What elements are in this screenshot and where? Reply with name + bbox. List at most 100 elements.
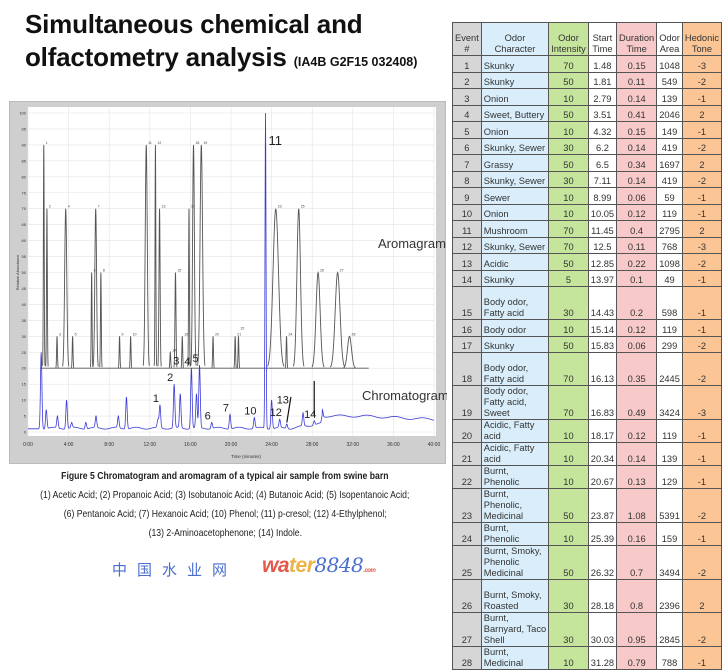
y-axis-label: Relative Abundance — [15, 254, 20, 290]
cell-odor-character: Mushroom — [480, 220, 550, 238]
cell-start-time: 16.83 — [587, 385, 618, 420]
chromatogram-peak-label: 5 — [192, 353, 198, 365]
cell-odor-area: 149 — [656, 121, 683, 139]
header-odor-area: Odor Area — [656, 22, 683, 56]
cell-odor-intensity: 30 — [548, 612, 589, 647]
aromagram-peak-label: 23 — [278, 205, 282, 209]
y-tick-label: 60 — [22, 238, 27, 243]
cell-start-time: 16.13 — [587, 352, 618, 386]
caption-line-2: (6) Pentanoic Acid; (7) Hexanoic Acid; (… — [63, 509, 387, 520]
aromagram-peak-label: 13 — [162, 205, 166, 209]
slide-title: Simultaneous chemical and olfactometry a… — [25, 8, 417, 79]
x-tick-label: 8:00 — [104, 442, 114, 448]
aromagram-peak — [330, 271, 346, 368]
cell-hedonic-tone: 2 — [681, 579, 723, 613]
chromatogram-peak-label: 3 — [173, 355, 179, 367]
y-tick-label: 35 — [22, 318, 27, 323]
cell-odor-character: Grassy — [480, 154, 550, 172]
y-tick-label: 100 — [19, 111, 26, 116]
header-duration-time: Duration Time — [616, 22, 658, 56]
aromagram-peak — [343, 335, 356, 369]
cell-hedonic-tone: -2 — [681, 545, 723, 580]
cell-start-time: 14.43 — [587, 286, 618, 320]
cell-odor-area: 549 — [656, 71, 683, 89]
table-row: 17 Skunky 50 15.83 0.06 299 -2 — [452, 335, 723, 353]
chromatogram-peak-label: 1 — [153, 393, 159, 405]
cell-hedonic-tone: 2 — [681, 220, 723, 238]
cell-odor-character: Skunky, Sewer — [480, 137, 550, 155]
aromagram-peak — [45, 208, 49, 367]
chromatogram-label: Chromatogram — [362, 388, 447, 403]
cell-odor-area: 119 — [656, 203, 683, 221]
cell-odor-intensity: 70 — [548, 352, 589, 386]
plot-background — [28, 107, 436, 436]
cell-start-time: 10.05 — [587, 203, 618, 221]
y-tick-label: 85 — [22, 158, 27, 163]
cell-odor-intensity: 10 — [548, 121, 589, 139]
cell-odor-intensity: 10 — [548, 88, 589, 106]
chromatogram-peak-label: 13 — [277, 394, 289, 406]
chromatogram-peak-label: 4 — [184, 356, 190, 368]
cell-odor-character: Onion — [480, 121, 550, 139]
cell-start-time: 15.83 — [587, 335, 618, 353]
cell-odor-area: 788 — [656, 646, 683, 670]
aromagram-peak-label: 21 — [237, 332, 241, 336]
cell-odor-intensity: 30 — [548, 579, 589, 613]
caption-line-2-row: (6) Pentanoic Acid; (7) Hexanoic Acid; (… — [0, 505, 450, 524]
cell-hedonic-tone: -1 — [681, 522, 723, 546]
cell-start-time: 30.03 — [587, 612, 618, 647]
cell-odor-intensity: 50 — [548, 71, 589, 89]
cell-duration-time: 0.14 — [616, 442, 658, 466]
cell-duration-time: 0.14 — [616, 137, 658, 155]
watermark-logo: water8848.com — [262, 553, 376, 578]
cell-odor-intensity: 50 — [548, 104, 589, 122]
cell-odor-intensity: 10 — [548, 465, 589, 489]
cell-hedonic-tone: 2 — [681, 104, 723, 122]
aromagram-peak — [236, 336, 241, 368]
cell-event-number: 12 — [452, 236, 482, 254]
cell-event-number: 23 — [452, 488, 482, 523]
table-row: 26 Burnt, Smoky, Roasted 30 28.18 0.8 2396 2 — [452, 579, 723, 613]
aromagram-peak — [70, 336, 75, 368]
cell-duration-time: 0.14 — [616, 170, 658, 188]
y-tick-label: 65 — [22, 222, 27, 227]
aromagram-peak — [233, 336, 237, 368]
cell-odor-area: 2845 — [656, 612, 683, 647]
cell-start-time: 12.85 — [587, 253, 618, 271]
aromagram-peak-label: 26 — [320, 269, 324, 273]
cell-odor-character: Body odor, Fatty acid — [480, 352, 550, 386]
cell-start-time: 6.5 — [587, 154, 618, 172]
cell-duration-time: 0.22 — [616, 253, 658, 271]
cell-start-time: 1.81 — [587, 71, 618, 89]
cell-odor-area: 59 — [656, 187, 683, 205]
cell-hedonic-tone: -1 — [681, 286, 723, 320]
aromagram-peak-label: 2 — [49, 205, 51, 209]
chromatogram-peak-label: 10 — [244, 406, 256, 418]
cell-odor-character: Burnt, Phenolic — [480, 522, 550, 546]
table-header-row: Event # Odor Character Odor Intensity Start… — [452, 22, 723, 56]
chromatogram-peak-label: 7 — [223, 402, 229, 414]
cell-event-number: 18 — [452, 352, 482, 386]
cell-start-time: 26.32 — [587, 545, 618, 580]
cell-odor-area: 2396 — [656, 579, 683, 613]
cell-event-number: 4 — [452, 104, 482, 122]
aromagram-peak — [173, 272, 178, 368]
aromagram-peak — [211, 336, 215, 368]
cell-odor-area: 299 — [656, 335, 683, 353]
cell-duration-time: 0.12 — [616, 203, 658, 221]
caption-line-1: (1) Acetic Acid; (2) Propanoic Acid; (3)… — [40, 490, 410, 501]
cell-duration-time: 0.49 — [616, 385, 658, 420]
table-row: 15 Body odor, Fatty acid 30 14.43 0.2 598 -1 — [452, 286, 723, 320]
cell-event-number: 17 — [452, 335, 482, 353]
table-row: 4 Sweet, Buttery 50 3.51 0.41 2046 2 — [452, 104, 723, 122]
cell-start-time: 20.34 — [587, 442, 618, 466]
chromatogram-figure: 0:00 4:00 8:00 12:00 16:00 20:00 24:00 28:00 32:… — [9, 101, 447, 464]
aromagram-peak — [311, 270, 325, 368]
cell-odor-area: 768 — [656, 236, 683, 254]
cell-odor-area: 3424 — [656, 385, 683, 420]
table-row: 11 Mushroom 70 11.45 0.4 2795 2 — [452, 220, 723, 238]
cell-hedonic-tone: -1 — [681, 269, 723, 287]
cell-start-time: 15.14 — [587, 319, 618, 337]
cell-odor-intensity: 10 — [548, 419, 589, 443]
header-start-time: Start Time — [587, 22, 618, 56]
